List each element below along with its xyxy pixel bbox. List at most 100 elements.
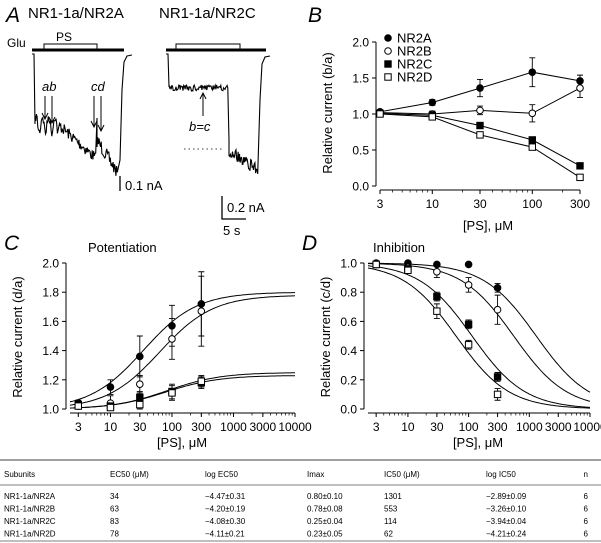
data-point-nr2c (433, 292, 441, 301)
table-cell: NR1-1a/NR2A (4, 492, 56, 501)
y-tick-label: 1.0 (340, 257, 357, 271)
table-row: NR1-1a/NR2D 78 −4.11±0.21 0.23±0.05 62 −4.21±… (4, 530, 589, 539)
data-point-nr2c (493, 373, 502, 381)
chart-d-title: Inhibition (373, 240, 425, 255)
legend-label-nr2d: NR2D (397, 70, 432, 85)
chart-c: C Potentiation Relative current (d/a) [P… (4, 232, 312, 450)
x-tick-label: 100 (522, 197, 542, 211)
chart-c-axes (62, 262, 296, 417)
y-tick-label: 0.0 (340, 403, 357, 417)
table-cell: 6 (584, 492, 589, 501)
table-cell: −4.11±0.21 (205, 530, 245, 539)
table-cell: 0.23±0.05 (307, 530, 343, 539)
table-header-cell: IC50 (μM) (384, 470, 420, 479)
fit-curve-nr2d (367, 267, 590, 409)
arrows-ab (41, 96, 56, 125)
fit-curve-nr2c (69, 372, 295, 409)
table-cell: −4.47±0.31 (205, 492, 246, 501)
table-row: NR1-1a/NR2C 83 −4.08±0.30 0.25±0.04 114 −3.94… (4, 517, 589, 526)
data-point-nr2d (404, 266, 412, 275)
data-point-nr2a (464, 260, 473, 269)
data-point-nr2b (168, 335, 176, 343)
panel-a-letter: A (4, 4, 20, 27)
x-tick-label: 10000 (573, 420, 601, 434)
legend-marker-nr2a (384, 34, 392, 42)
data-point-nr2d (168, 389, 176, 397)
y-tick-label: 1.6 (42, 315, 59, 329)
data-point-nr2d (136, 400, 144, 409)
table-cell: 83 (110, 517, 119, 526)
ps-bar-right (175, 43, 241, 50)
arrow-bc (199, 91, 207, 116)
chart-c-tick-labels: 1.0 1.2 1.4 1.6 1.8 2.0 3 10 30 100 300 1000 3000 100… (42, 257, 312, 435)
table-cell: 62 (384, 530, 393, 539)
chart-c-xlabel: [PS], μM (157, 435, 207, 450)
data-point-nr2b (433, 267, 441, 276)
x-tick-label: 3 (377, 197, 384, 211)
panel-a: A NR1-1a/NR2A NR1-1a/NR2C Glu PS ab cd b… (4, 4, 271, 238)
table-row: NR1-1a/NR2B 63 −4.20±0.19 0.78±0.08 553 −3.26… (4, 505, 589, 514)
chart-d: D Inhibition Relative current (c/d) [PS]… (302, 232, 601, 450)
data-point-nr2a (136, 352, 144, 361)
table-cell: 0.25±0.04 (307, 517, 343, 526)
data-point-nr2d (576, 173, 584, 182)
results-table: Subunits EC50 (μM) log EC50 Imax IC50 (μM) lo… (0, 459, 601, 542)
table-header-cell: n (584, 470, 588, 479)
chart-d-ylabel: Relative current (c/d) (318, 277, 333, 398)
y-tick-label: 0.2 (340, 373, 357, 387)
chart-b-axes (372, 41, 581, 194)
y-tick-label: 1.8 (42, 286, 59, 300)
x-tick-label: 300 (191, 420, 211, 434)
data-point-nr2b (464, 281, 473, 289)
fit-curve-nr2c (367, 265, 591, 408)
scale-right-time: 5 s (223, 223, 241, 238)
data-point-nr2a (428, 98, 437, 107)
data-point-nr2c (528, 136, 536, 144)
current-trace-nr2a (32, 53, 133, 176)
legend-label-nr2c: NR2C (397, 57, 432, 72)
chart-c-marks (69, 271, 296, 412)
table-cell: 114 (384, 517, 397, 526)
chart-c-title: Potentiation (88, 240, 157, 255)
table-cell: 1301 (384, 492, 402, 501)
table-cell: 6 (584, 517, 589, 526)
table-cell: 6 (584, 530, 589, 539)
table-header-cell: log EC50 (205, 470, 238, 479)
table-cell: −4.21±0.24 (486, 530, 527, 539)
label-bc: b=c (189, 119, 211, 134)
table-cell: −2.89±0.09 (486, 492, 527, 501)
table-header-cell: EC50 (μM) (110, 470, 149, 479)
y-tick-label: 1.0 (42, 403, 59, 417)
table-header: Subunits EC50 (μM) log EC50 Imax IC50 (μM) lo… (4, 470, 588, 479)
table-cell: NR1-1a/NR2C (4, 517, 56, 526)
y-tick-label: 1.4 (42, 344, 59, 358)
data-point-nr2d (74, 402, 82, 410)
data-point-nr2d (528, 143, 536, 151)
table-cell: −4.08±0.30 (205, 517, 246, 526)
chart-b-tick-labels: 0.0 0.5 1.0 1.5 2.0 3 10 30 100 300 (352, 36, 590, 212)
table-cell: 0.80±0.10 (307, 492, 343, 501)
fit-curve-nr2b (368, 263, 591, 402)
y-tick-label: 0.6 (340, 315, 357, 329)
x-tick-label: 3000 (249, 420, 276, 434)
table-cell: NR1-1a/NR2D (4, 530, 56, 539)
scale-left-current: 0.1 nA (125, 178, 163, 193)
y-tick-label: 1.5 (352, 72, 369, 86)
scale-right-current: 0.2 nA (227, 200, 265, 215)
data-point-nr2b (197, 307, 206, 315)
chart-d-xlabel: [PS], μM (453, 435, 503, 450)
data-point-nr2d (376, 110, 384, 118)
legend-marker-nr2b (384, 47, 392, 55)
x-tick-label: 300 (488, 420, 508, 434)
legend-marker-nr2d (384, 73, 392, 81)
chart-d-marks (367, 259, 591, 409)
x-tick-label: 3 (373, 420, 380, 434)
data-point-nr2b (576, 84, 584, 92)
data-point-nr2d (493, 390, 502, 399)
data-point-nr2c (464, 320, 473, 329)
data-point-nr2b (493, 305, 502, 314)
data-point-nr2a (106, 383, 115, 391)
data-point-nr2a (528, 68, 537, 77)
